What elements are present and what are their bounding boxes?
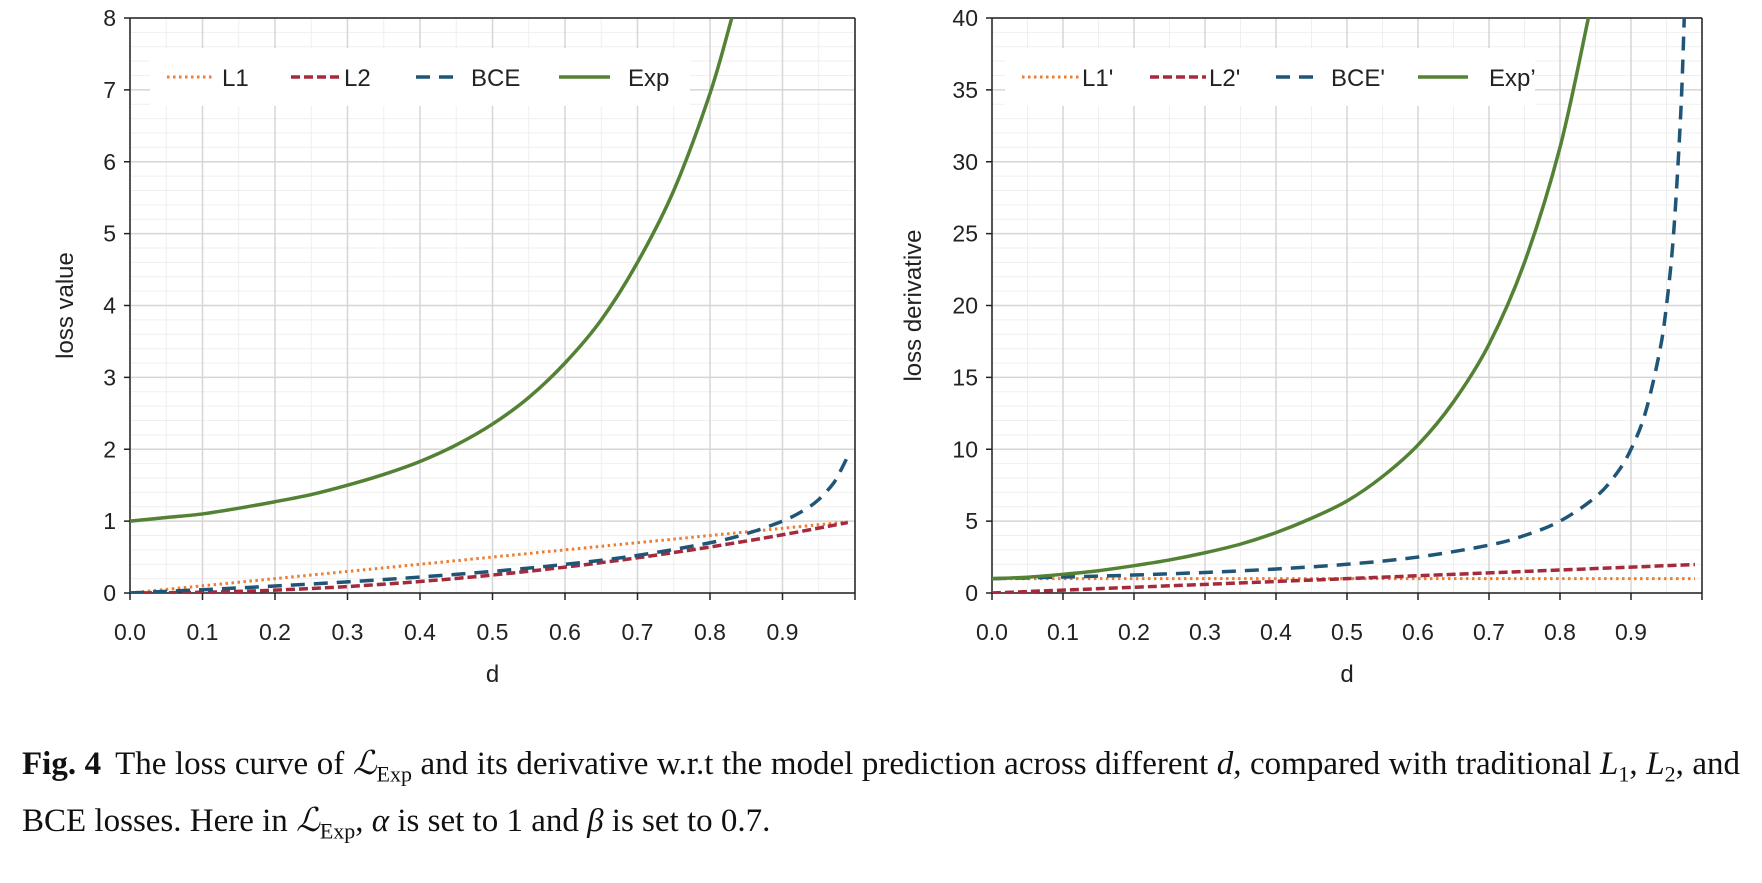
y-tick-label: 35 — [952, 77, 978, 103]
x-tick-label: 0.5 — [477, 619, 509, 645]
legend-label: L1' — [1082, 65, 1113, 92]
y-tick-label: 30 — [952, 149, 978, 175]
legend-label: L1 — [222, 65, 249, 92]
x-tick-label: 0.0 — [114, 619, 146, 645]
l1-series-line — [130, 520, 848, 593]
y-tick-label: 4 — [103, 293, 116, 319]
bce-series-line — [992, 18, 1686, 581]
x-tick-label: 0.3 — [1189, 619, 1221, 645]
y-tick-label: 6 — [103, 149, 116, 175]
x-tick-label: 0.7 — [622, 619, 654, 645]
y-tick-label: 1 — [103, 508, 116, 534]
x-tick-label: 0.9 — [767, 619, 799, 645]
y-tick-label: 2 — [103, 436, 116, 462]
figure: 0 1 2 3 4 5 6 7 8 0.0 0.1 0.2 0.3 0.4 0.5 0.6 0.7 0.8 0.9 d… — [52, 5, 1703, 688]
legend-label: BCE' — [1331, 65, 1385, 92]
caption-label: Fig. 4 — [22, 746, 102, 782]
y-tick-label: 0 — [103, 580, 116, 606]
y-tick-label: 5 — [103, 221, 116, 247]
legend-label: Exp — [628, 65, 669, 92]
legend-label: BCE — [471, 65, 520, 92]
y-tick-label: 7 — [103, 77, 116, 103]
y-tick-label: 10 — [952, 436, 978, 462]
x-tick-label: 0.4 — [404, 619, 436, 645]
x-tick-label: 0.2 — [259, 619, 291, 645]
legend-label: L2' — [1209, 65, 1240, 92]
x-tick-label: 0.6 — [1402, 619, 1434, 645]
y-tick-label: 20 — [952, 293, 978, 319]
x-axis-label: d — [486, 661, 499, 688]
x-tick-label: 0.1 — [187, 619, 219, 645]
y-tick-label: 15 — [952, 364, 978, 390]
x-tick-label: 0.7 — [1473, 619, 1505, 645]
l2-series-line — [992, 562, 1695, 593]
exp-series-line — [130, 18, 734, 523]
x-tick-label: 0.4 — [1260, 619, 1292, 645]
x-tick-label: 0.6 — [549, 619, 581, 645]
y-tick-label: 5 — [965, 508, 978, 534]
x-tick-label: 0.0 — [976, 619, 1008, 645]
x-tick-label: 0.8 — [1544, 619, 1576, 645]
chart-1: 0 1 2 3 4 5 6 7 8 0.0 0.1 0.2 0.3 0.4 0.5 0.6 0.7 0.8 0.9 d… — [52, 5, 856, 688]
x-tick-label: 0.5 — [1331, 619, 1363, 645]
x-axis-label: d — [1340, 661, 1353, 688]
chart-2: 0 5 10 15 20 25 30 35 40 0.0 0.1 0.2 0.3 0.4 0.5 0.6 0.7… — [900, 5, 1703, 688]
y-tick-label: 8 — [103, 5, 116, 31]
legend-label: Exp’ — [1489, 65, 1536, 92]
x-tick-label: 0.8 — [694, 619, 726, 645]
l2-series-line — [130, 520, 849, 593]
x-tick-label: 0.9 — [1615, 619, 1647, 645]
x-tick-label: 0.2 — [1118, 619, 1150, 645]
legend-label: L2 — [344, 65, 371, 92]
y-axis-label: loss derivative — [900, 229, 927, 381]
bce-series-line — [130, 455, 850, 593]
x-tick-label: 0.3 — [332, 619, 364, 645]
y-tick-label: 3 — [103, 364, 116, 390]
y-tick-label: 40 — [952, 5, 978, 31]
x-tick-label: 0.1 — [1047, 619, 1079, 645]
y-tick-label: 0 — [965, 580, 978, 606]
y-tick-label: 25 — [952, 221, 978, 247]
exp-series-line — [992, 18, 1591, 581]
figure-caption: Fig. 4 The loss curve of ℒExp and its der… — [22, 743, 1741, 844]
y-axis-label: loss value — [52, 252, 79, 359]
